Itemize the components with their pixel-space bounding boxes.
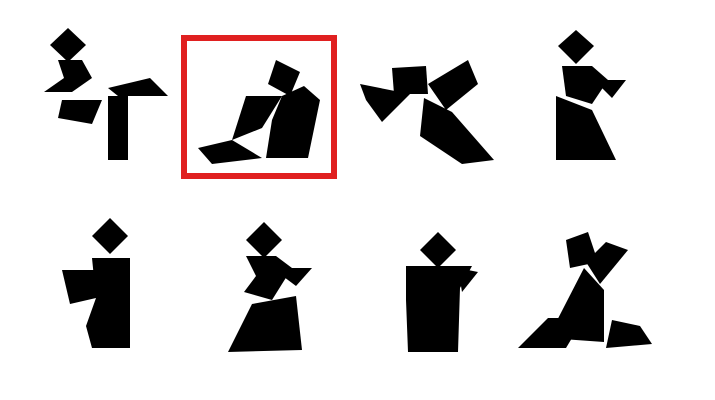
tangram-figure-kicking[interactable] <box>44 28 168 160</box>
tangram-figure-standing-2[interactable] <box>406 232 478 352</box>
tangram-figure-kneeling[interactable] <box>556 30 626 160</box>
tangram-figure-crouching[interactable] <box>228 222 312 352</box>
tangram-figure-sitting[interactable] <box>198 60 320 164</box>
tangram-figure-lunging[interactable] <box>518 232 652 348</box>
selection-highlight-box <box>181 35 337 179</box>
tangram-figure-standing-1[interactable] <box>62 218 130 348</box>
tangram-figure-diving[interactable] <box>360 60 494 164</box>
